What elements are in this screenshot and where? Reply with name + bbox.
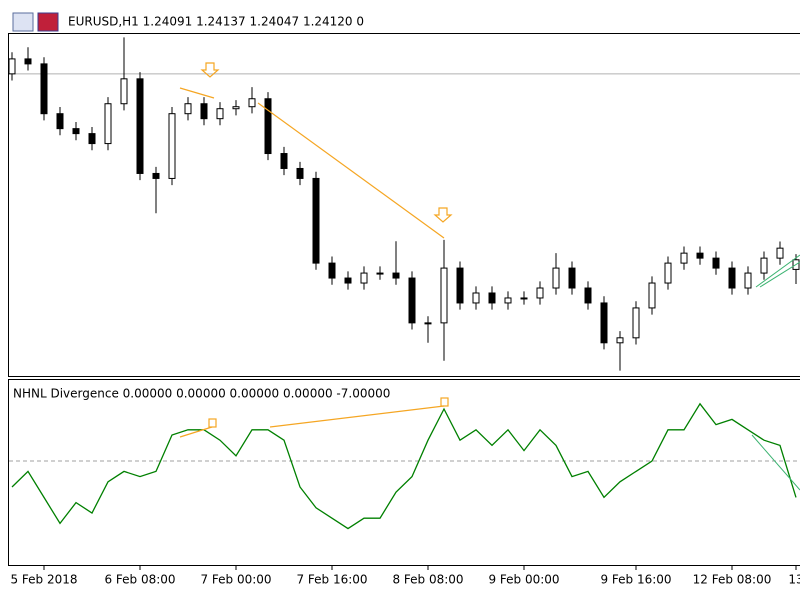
x-tick-label: 9 Feb 16:00 <box>600 573 671 587</box>
candle-body <box>696 252 704 259</box>
toolbar-icons <box>12 12 59 32</box>
candle-body <box>216 108 224 120</box>
divergence-line <box>179 426 213 438</box>
price-pane <box>8 33 800 377</box>
marker <box>440 397 449 407</box>
candle-body <box>376 272 384 275</box>
divergence-line <box>751 434 800 491</box>
chart-title: EURUSD,H1 1.24091 1.24137 1.24047 1.2412… <box>68 15 364 29</box>
candle-body <box>776 247 784 259</box>
candle-body <box>88 133 96 145</box>
x-tick-label: 8 Feb 08:00 <box>392 573 463 587</box>
candle-body <box>184 103 192 115</box>
candle-body <box>392 272 400 279</box>
candle-body <box>536 287 544 299</box>
icon <box>37 12 59 32</box>
candle-body <box>136 78 144 174</box>
candle-body <box>280 153 288 169</box>
candle-body <box>664 262 672 284</box>
indicator-line <box>11 402 797 530</box>
candle-body <box>568 267 576 289</box>
candle-body <box>632 307 640 339</box>
candle-body <box>552 267 560 289</box>
divergence-lines <box>179 62 453 438</box>
divergence-line <box>257 102 445 239</box>
candle-body <box>72 128 80 135</box>
candle-body <box>584 287 592 304</box>
candle-body <box>56 113 64 130</box>
x-tick-label: 7 Feb 16:00 <box>296 573 367 587</box>
candle-body <box>104 103 112 145</box>
candle-body <box>200 103 208 120</box>
x-tick-label: 9 Feb 00:00 <box>488 573 559 587</box>
candle-body <box>680 252 688 264</box>
candle-body <box>728 267 736 289</box>
candle-body <box>232 106 240 110</box>
x-tick-label: 5 Feb 2018 <box>10 573 77 587</box>
candle-body <box>120 78 128 105</box>
candle-body <box>40 63 48 115</box>
green-divergence <box>751 254 800 491</box>
x-tick-label: 7 Feb 00:00 <box>200 573 271 587</box>
candle-body <box>312 177 320 264</box>
candle-body <box>600 302 608 344</box>
arrow <box>200 62 220 78</box>
arrow <box>433 207 453 223</box>
indicator-pane <box>8 379 800 566</box>
divergence-line <box>755 254 800 288</box>
candle-body <box>424 322 432 325</box>
candle-body <box>168 113 176 179</box>
candle-body <box>408 277 416 324</box>
candle-body <box>648 282 656 309</box>
candle-body <box>152 172 160 179</box>
candle-body <box>360 272 368 284</box>
candle-body <box>264 98 272 155</box>
candle-body <box>328 262 336 279</box>
candle-body <box>488 292 496 304</box>
candle-body <box>24 58 32 65</box>
x-tick-label: 6 Feb 08:00 <box>104 573 175 587</box>
candle-body <box>504 297 512 304</box>
candle-body <box>760 257 768 274</box>
candle-body <box>744 272 752 289</box>
candle-body <box>712 257 720 269</box>
divergence-line <box>759 261 800 288</box>
candle-body <box>8 58 16 75</box>
divergence-line <box>179 87 215 99</box>
marker <box>208 418 217 428</box>
x-tick-label: 12 Feb 08:00 <box>693 573 772 587</box>
divergence-line <box>269 405 445 428</box>
candle-body <box>344 277 352 284</box>
candle-body <box>248 98 256 108</box>
candle-body <box>520 297 528 300</box>
candle-body <box>440 267 448 324</box>
candle-body <box>296 167 304 179</box>
icon <box>12 12 34 32</box>
candle-body <box>472 292 480 304</box>
indicator-title: NHNL Divergence 0.00000 0.00000 0.00000 … <box>13 387 390 401</box>
candle-body <box>456 267 464 304</box>
x-tick-label: 13 <box>788 573 800 587</box>
candle-body <box>616 337 624 344</box>
